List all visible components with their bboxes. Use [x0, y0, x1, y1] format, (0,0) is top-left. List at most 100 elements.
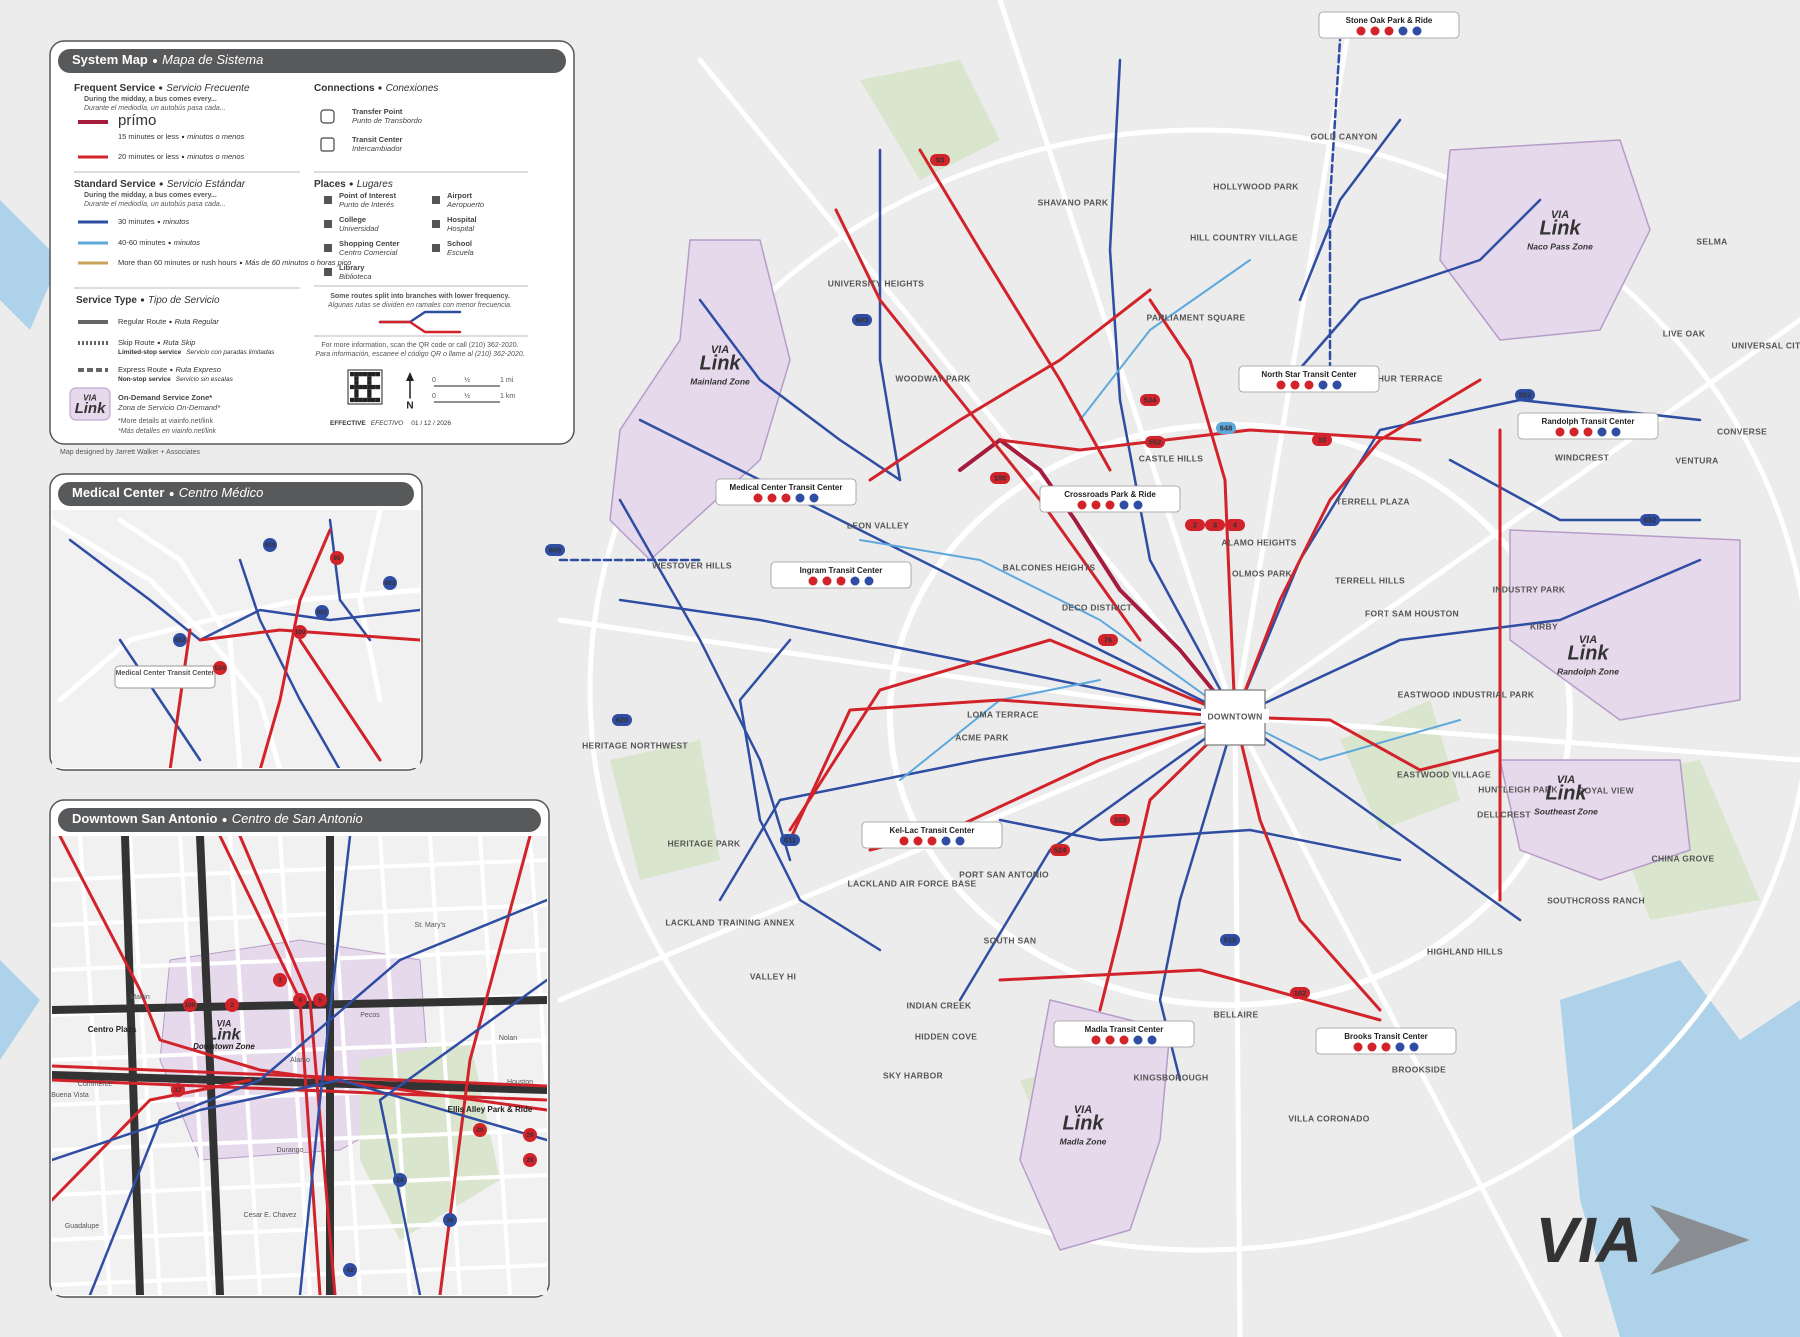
label-en: Skip Route [118, 338, 155, 347]
route-line [1108, 58, 1237, 719]
label-es: Conexiones [386, 83, 439, 94]
park-area [860, 60, 1000, 180]
route-badge [343, 1263, 357, 1277]
via-logo-chevron [1650, 1205, 1750, 1275]
qr-cell [367, 384, 372, 390]
label-en: System Map [72, 52, 148, 67]
place-icon [324, 244, 332, 252]
transit-center-callout [715, 478, 857, 506]
bullet [157, 341, 161, 345]
route-line [1298, 118, 1402, 302]
bilingual-label: Express Route Ruta Expreso [118, 365, 221, 374]
place-icon [432, 196, 440, 204]
route-number: 102 [1294, 988, 1307, 997]
route-number: 620 [616, 715, 629, 724]
highway [1232, 714, 1563, 1337]
via-link-link: Link [1062, 1112, 1104, 1134]
route-dot [822, 576, 832, 586]
qr-cell [367, 380, 372, 385]
loop-1604 [587, 127, 1800, 1253]
route-dot [808, 576, 818, 586]
route-badge [393, 1173, 407, 1187]
route-number: 2 [1193, 520, 1197, 529]
route-line [698, 298, 902, 482]
route-line [638, 418, 1237, 719]
route-dot [1290, 380, 1300, 390]
label: EASTWOOD VILLAGE [1397, 769, 1491, 779]
place-icon [432, 220, 440, 228]
route-dot [850, 576, 860, 586]
route-badge [1185, 519, 1205, 531]
route-dot [899, 836, 909, 846]
label: DELLCREST [1477, 809, 1531, 819]
via-link-link: Link [1545, 782, 1587, 804]
qr-cell [358, 372, 363, 377]
label: HERITAGE NORTHWEST [582, 740, 688, 750]
bullet [170, 368, 173, 372]
route-badge [315, 605, 329, 619]
label: Cesar E. Chavez [244, 1212, 297, 1219]
highway [697, 57, 1238, 720]
transit-center-callout [861, 821, 1003, 849]
qr-cell [350, 372, 355, 377]
route-number: 4 [298, 997, 302, 1004]
label: Houston [507, 1079, 533, 1086]
qr-cell [358, 384, 363, 390]
route-dot [1304, 380, 1314, 390]
label: Punto de Transbordo [352, 116, 422, 125]
effective-value: 01 / 12 / 2026 [411, 420, 451, 427]
transit-center-callout [1318, 11, 1460, 39]
label: LOMA TERRACE [967, 709, 1039, 719]
legend-note: Limited-stop service Servicio con paradas… [118, 349, 275, 356]
label: College [339, 215, 366, 224]
label-es: Más de 60 minutos o horas pico [245, 258, 351, 267]
label: SOUTH SAN [984, 935, 1037, 945]
connection-icon [320, 109, 335, 124]
route-badge [1110, 814, 1130, 826]
route-dot [1597, 427, 1607, 437]
label-en: 20 minutes or less [118, 152, 179, 161]
route-number: 534 [215, 665, 226, 672]
label: LIVE OAK [1663, 328, 1706, 338]
label: Madla Transit Center [1085, 1025, 1164, 1034]
label: OLMOS PARK [1232, 568, 1293, 578]
route-dot [941, 836, 951, 846]
qr-cell [375, 372, 381, 377]
zone-name: Mainland Zone [690, 376, 750, 386]
route-number: 632 [1644, 515, 1657, 524]
inset-street [78, 836, 112, 1295]
route-number: 17 [174, 1087, 182, 1094]
inset-street [178, 836, 212, 1295]
highway [557, 617, 1238, 720]
route-number: 20 [476, 1127, 484, 1134]
route-number: 42 [346, 1267, 354, 1274]
route-badge [1205, 519, 1225, 531]
bullet [152, 58, 158, 64]
label: Universidad [339, 224, 379, 233]
route-badge [383, 576, 397, 590]
inset-route [298, 638, 382, 762]
route-dot [1105, 500, 1115, 510]
inset-street [278, 836, 312, 1295]
inset-street [528, 836, 547, 1127]
route-dot [836, 576, 846, 586]
branch-sample [378, 320, 462, 334]
label: WINDCREST [1555, 452, 1610, 462]
route-dot [1555, 427, 1565, 437]
route-badge [173, 633, 187, 647]
panel-header [58, 482, 414, 506]
route-dot [1398, 26, 1408, 36]
label-en: 30 minutes [118, 217, 155, 226]
label-en: Medical Center [72, 485, 164, 500]
bullet [239, 261, 243, 265]
label: FORT SAM HOUSTON [1365, 608, 1459, 618]
route-number: 93 [936, 155, 944, 164]
route-dot [1569, 427, 1579, 437]
park-area [610, 740, 720, 880]
qr-cell [367, 393, 372, 398]
label-en: Downtown San Antonio [72, 811, 217, 826]
label: Nolan [499, 1035, 517, 1042]
inset-street [478, 836, 512, 1295]
route-badge [443, 1213, 457, 1227]
